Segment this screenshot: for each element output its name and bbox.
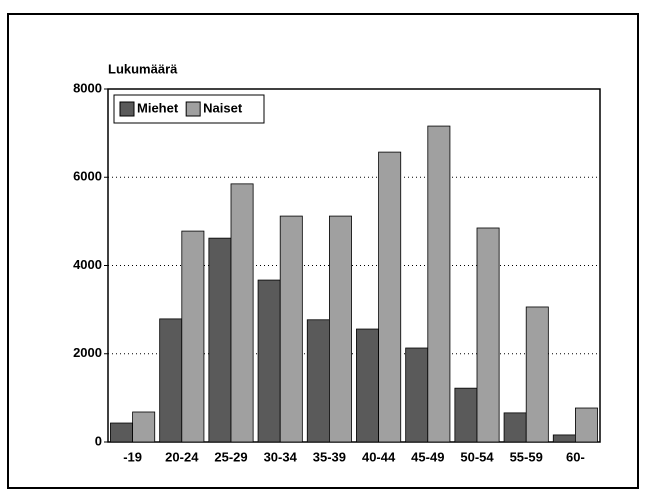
bar bbox=[181, 230, 205, 443]
y-tick-label: 8000 bbox=[73, 80, 102, 95]
x-tick-label: 55-59 bbox=[510, 449, 543, 464]
x-tick-label: 35-39 bbox=[313, 449, 346, 464]
bar bbox=[405, 347, 429, 443]
bar bbox=[454, 387, 478, 443]
legend-swatch bbox=[185, 101, 201, 117]
bar bbox=[159, 318, 183, 443]
bar bbox=[230, 183, 254, 443]
bar bbox=[476, 227, 500, 443]
y-tick-label: 6000 bbox=[73, 169, 102, 184]
bar bbox=[552, 434, 576, 443]
legend-label: Miehet bbox=[137, 100, 179, 115]
bar bbox=[257, 279, 281, 443]
x-tick-label: 60- bbox=[566, 449, 585, 464]
bar bbox=[306, 319, 330, 443]
x-tick-label: 30-34 bbox=[264, 449, 298, 464]
legend-label: Naiset bbox=[203, 100, 243, 115]
bar bbox=[110, 422, 133, 443]
bar bbox=[208, 237, 232, 443]
x-tick-label: 40-44 bbox=[362, 449, 396, 464]
plot-area bbox=[107, 88, 601, 443]
bar bbox=[427, 125, 451, 443]
bar bbox=[525, 306, 549, 443]
x-tick-label: -19 bbox=[123, 449, 142, 464]
y-tick-label: 2000 bbox=[73, 345, 102, 360]
x-tick-label: 25-29 bbox=[214, 449, 247, 464]
bar bbox=[356, 328, 379, 443]
bar bbox=[575, 407, 598, 443]
bar bbox=[132, 411, 156, 443]
y-tick-label: 4000 bbox=[73, 257, 102, 272]
bar bbox=[378, 151, 402, 443]
x-tick-label: 50-54 bbox=[460, 449, 494, 464]
bar bbox=[503, 412, 527, 443]
y-axis-label: Lukumäärä bbox=[108, 61, 178, 76]
bar bbox=[328, 215, 352, 443]
x-tick-label: 45-49 bbox=[411, 449, 444, 464]
x-tick-label: 20-24 bbox=[165, 449, 199, 464]
bar bbox=[279, 215, 303, 443]
y-tick-label: 0 bbox=[95, 433, 102, 448]
legend-swatch bbox=[119, 101, 135, 117]
frame bbox=[7, 13, 639, 489]
